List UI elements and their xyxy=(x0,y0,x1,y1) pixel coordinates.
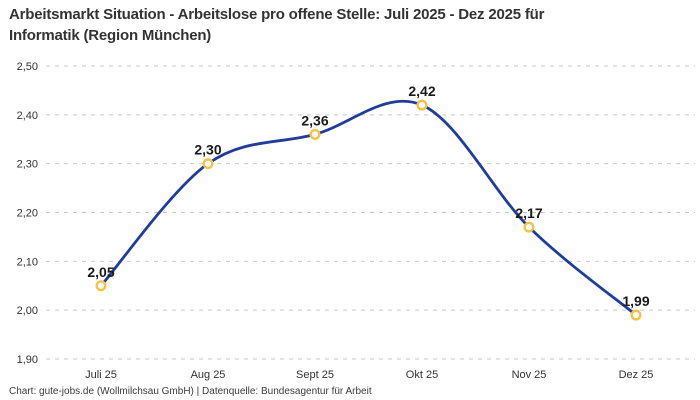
chart-attribution: Chart: gute-jobs.de (Wollmilchsau GmbH) … xyxy=(9,386,372,397)
y-tick-label: 1,90 xyxy=(17,354,38,366)
chart-title-line1: Arbeitsmarkt Situation - Arbeitslose pro… xyxy=(9,6,545,23)
data-point-marker xyxy=(416,99,428,111)
x-tick-label: Okt 25 xyxy=(406,369,438,381)
data-point-marker xyxy=(202,158,214,170)
x-tick-label: Sept 25 xyxy=(296,369,334,381)
y-tick-label: 2,10 xyxy=(17,256,38,268)
data-point-label: 1,99 xyxy=(622,293,649,309)
y-tick-label: 2,30 xyxy=(17,159,38,171)
x-tick-label: Juli 25 xyxy=(85,369,117,381)
chart-title: Arbeitsmarkt Situation - Arbeitslose pro… xyxy=(9,4,544,46)
data-point-label: 2,30 xyxy=(194,142,221,158)
data-point-marker xyxy=(95,280,107,292)
y-tick-label: 2,20 xyxy=(17,208,38,220)
y-tick-label: 2,40 xyxy=(17,110,38,122)
y-tick-label: 2,00 xyxy=(17,305,38,317)
data-point-label: 2,17 xyxy=(515,205,542,221)
y-tick-label: 2,50 xyxy=(17,61,38,73)
x-tick-label: Nov 25 xyxy=(512,369,547,381)
x-tick-label: Aug 25 xyxy=(191,369,226,381)
chart-title-line2: Informatik (Region München) xyxy=(9,27,212,44)
data-point-label: 2,42 xyxy=(408,83,435,99)
data-point-label: 2,05 xyxy=(87,264,114,280)
data-point-marker xyxy=(309,128,321,140)
data-point-marker xyxy=(630,309,642,321)
x-tick-label: Dez 25 xyxy=(619,369,654,381)
trend-line xyxy=(99,99,638,317)
data-point-label: 2,36 xyxy=(301,112,328,128)
data-point-marker xyxy=(523,221,535,233)
